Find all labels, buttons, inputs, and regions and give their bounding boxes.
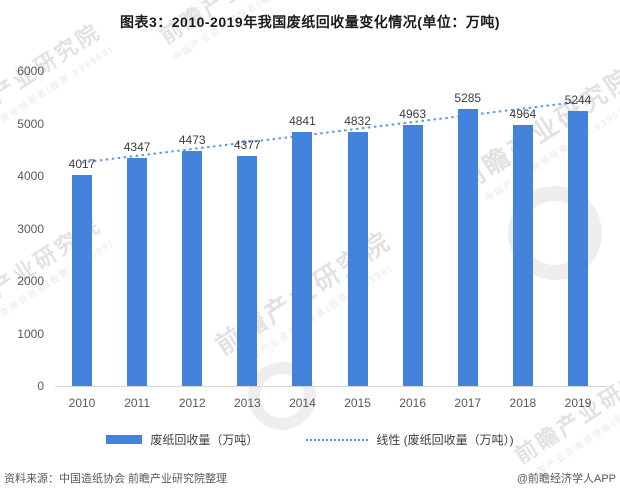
- legend-item-trend: 线性 (废纸回收量（万吨）): [306, 431, 514, 448]
- bar-value-label: 4832: [344, 114, 371, 129]
- y-tick-label: 3000: [17, 221, 44, 236]
- bar: [402, 125, 423, 386]
- legend-trend-swatch: [306, 438, 369, 441]
- bar: [127, 157, 148, 386]
- x-axis-label: 2012: [178, 396, 206, 410]
- legend-bar-label: 废纸回收量（万吨）: [150, 433, 259, 447]
- bar: [72, 175, 92, 386]
- bar: [568, 110, 588, 386]
- legend-trend-label: 线性 (废纸回收量（万吨）): [376, 433, 514, 447]
- x-axis-label: 2019: [564, 396, 592, 410]
- y-tick-label: 1000: [17, 326, 44, 341]
- credit-text: @前瞻经济学人APP: [516, 473, 616, 485]
- bar-value-label: 4963: [399, 107, 426, 122]
- bar-value-label: 4473: [178, 133, 206, 148]
- legend-item-bar: 废纸回收量（万吨）: [106, 431, 258, 448]
- bar: [292, 131, 313, 386]
- bar: [512, 125, 533, 386]
- bar-value-label: 4377: [233, 138, 261, 153]
- bar-value-label: 4347: [123, 139, 151, 154]
- x-axis-label: 2016: [399, 396, 426, 410]
- bar: [237, 156, 258, 386]
- y-tick-label: 6000: [17, 64, 44, 78]
- y-tick-label: 5000: [17, 116, 44, 131]
- x-axis-label: 2011: [124, 396, 151, 410]
- axis-baseline: [55, 386, 607, 387]
- x-axis-label: 2015: [344, 396, 371, 410]
- y-tick-label: 2000: [17, 274, 44, 288]
- bar-value-label: 4841: [289, 113, 316, 128]
- bar-value-label: 4964: [509, 107, 537, 122]
- x-axis-label: 2014: [289, 396, 316, 410]
- bar-value-label: 5285: [454, 90, 482, 105]
- x-axis-label: 2010: [68, 396, 96, 410]
- x-axis-label: 2017: [454, 396, 482, 410]
- x-axis-label: 2018: [509, 396, 537, 410]
- bar-value-label: 4017: [68, 157, 96, 172]
- legend-bar-swatch: [106, 435, 143, 444]
- chart-title: 图表3：2010-2019年我国废纸回收量变化情况(单位：万吨): [119, 14, 501, 30]
- bar: [347, 132, 368, 386]
- x-axis-label: 2013: [233, 396, 261, 410]
- y-tick-label: 0: [37, 379, 44, 393]
- bar-value-label: 5244: [564, 92, 592, 107]
- y-tick-label: 4000: [17, 169, 44, 183]
- bar: [457, 108, 478, 386]
- footer: 资料来源：中国造纸协会 前瞻产业研究院整理 @前瞻经济学人APP: [4, 470, 616, 486]
- bar: [182, 151, 203, 386]
- source-text: 资料来源：中国造纸协会 前瞻产业研究院整理: [4, 473, 228, 485]
- legend: 废纸回收量（万吨） 线性 (废纸回收量（万吨）): [0, 431, 620, 448]
